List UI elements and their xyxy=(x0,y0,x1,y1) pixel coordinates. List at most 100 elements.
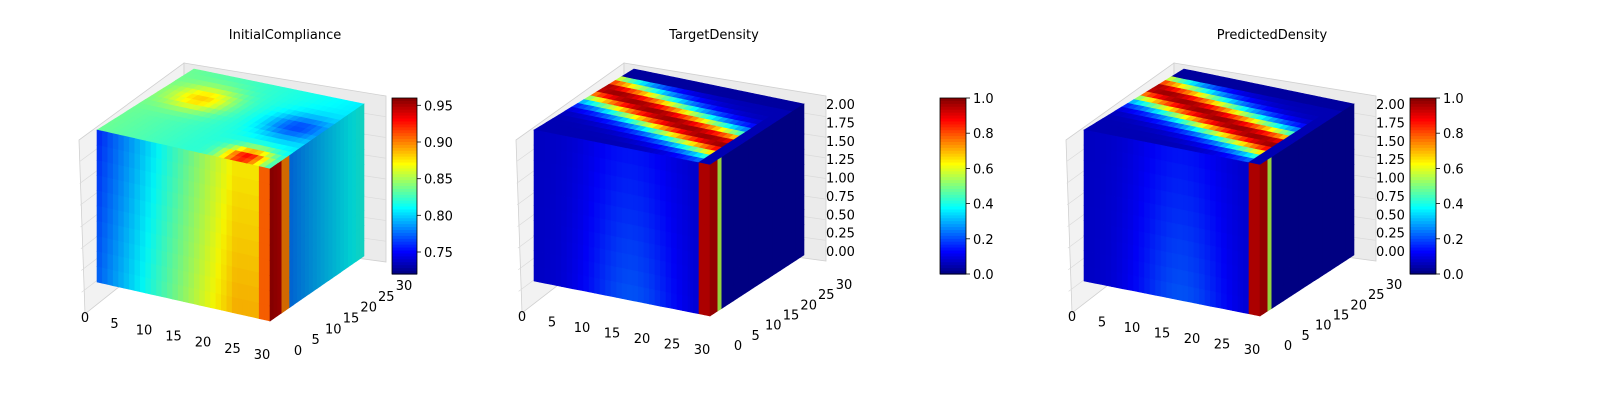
voxel-cell xyxy=(1254,223,1261,241)
voxel-cell xyxy=(1122,212,1129,230)
voxel-cell xyxy=(1302,269,1308,289)
voxel-cell xyxy=(320,191,326,211)
voxel-cell xyxy=(539,130,546,148)
voxel-cell xyxy=(1188,195,1195,213)
cube-front-face xyxy=(533,129,711,317)
voxel-cell xyxy=(717,156,723,176)
voxel-cell xyxy=(1263,174,1269,194)
voxel-cell xyxy=(737,249,742,269)
voxel-cell xyxy=(709,177,715,196)
voxel-cell xyxy=(717,217,723,236)
voxel-cell xyxy=(1322,211,1327,231)
voxel-cell xyxy=(752,149,758,168)
voxel-cell xyxy=(721,184,727,204)
voxel-cell xyxy=(756,252,762,271)
voxel-cell xyxy=(237,282,244,301)
voxel-cell xyxy=(355,106,361,126)
voxel-cell xyxy=(1287,159,1292,178)
voxel-cell xyxy=(1083,220,1090,238)
colorbar-segment xyxy=(940,235,966,240)
voxel-cell xyxy=(791,153,797,173)
voxel-cell xyxy=(344,205,349,225)
voxel-cell xyxy=(1345,151,1351,171)
colorbar-segment xyxy=(392,188,417,193)
voxel-cell xyxy=(1166,161,1173,179)
voxel-cell xyxy=(102,222,109,240)
voxel-cell xyxy=(760,219,766,239)
voxel-cell xyxy=(725,287,730,307)
voxel-cell xyxy=(1310,249,1316,269)
voxel-cell xyxy=(1243,176,1250,194)
voxel-cell xyxy=(351,230,357,250)
voxel-cell xyxy=(791,138,797,158)
voxel-cell xyxy=(1094,146,1101,164)
colorbar-segment xyxy=(1410,191,1436,196)
colorbar-segment xyxy=(392,247,417,252)
voxel-cell xyxy=(328,185,334,205)
voxel-cell xyxy=(1345,211,1351,231)
colorbar: 0.750.800.850.900.95 xyxy=(391,97,453,275)
voxel-cell xyxy=(112,270,119,288)
voxel-cell xyxy=(1310,128,1316,148)
voxel-cell xyxy=(300,159,306,179)
colorbar-segment xyxy=(1410,142,1436,146)
voxel-cell xyxy=(594,141,601,159)
voxel-cell xyxy=(340,147,345,167)
voxel-cell xyxy=(344,251,349,271)
colorbar-segment xyxy=(1410,218,1436,222)
voxel-cell xyxy=(610,160,617,177)
voxel-cell xyxy=(654,168,661,186)
voxel-cell xyxy=(643,287,650,305)
voxel-cell xyxy=(215,278,222,296)
chart-title: InitialCompliance xyxy=(229,28,342,43)
voxel-cell xyxy=(297,192,302,212)
voxel-cell xyxy=(621,222,628,240)
y-tick-label: 10 xyxy=(765,319,782,334)
voxel-cell xyxy=(320,206,326,226)
voxel-cell xyxy=(355,151,361,171)
voxel-cell xyxy=(1237,235,1244,253)
voxel-cell xyxy=(676,218,683,236)
voxel-cell xyxy=(112,163,119,181)
voxel-cell xyxy=(320,221,326,241)
voxel-cell xyxy=(725,197,730,216)
voxel-cell xyxy=(293,179,298,199)
voxel-cell xyxy=(665,291,672,309)
voxel-cell xyxy=(1279,194,1284,214)
voxel-cell xyxy=(172,146,179,164)
voxel-cell xyxy=(1160,265,1167,283)
voxel-cell xyxy=(316,163,322,183)
voxel-cell xyxy=(1083,265,1090,283)
voxel-cell xyxy=(1338,126,1343,145)
voxel-cell xyxy=(355,136,361,156)
colorbar-segment xyxy=(1410,235,1436,240)
colorbar-segment xyxy=(940,133,966,137)
voxel-cell xyxy=(654,229,661,247)
voxel-cell xyxy=(1094,267,1101,285)
cube-top-face xyxy=(96,68,365,170)
colorbar-segment xyxy=(1410,253,1436,257)
voxel-cell xyxy=(787,231,793,251)
voxel-cell xyxy=(632,224,639,242)
voxel-cell xyxy=(709,207,715,226)
voxel-cell xyxy=(324,249,330,269)
colorbar-segment xyxy=(1410,230,1436,234)
voxel-cell xyxy=(277,297,283,317)
voxel-cell xyxy=(555,149,562,167)
voxel-cell xyxy=(756,267,762,287)
voxel-cell xyxy=(1306,267,1312,287)
voxel-cell xyxy=(359,149,365,169)
voxel-cell xyxy=(1182,239,1189,257)
voxel-cell xyxy=(351,154,357,174)
voxel-cell xyxy=(258,227,265,245)
voxel-cell xyxy=(660,260,667,278)
voxel-cell xyxy=(1177,253,1184,271)
voxel-cell xyxy=(269,302,275,322)
colorbar-tick-label: 0.0 xyxy=(1443,268,1464,283)
voxel-cell xyxy=(312,166,318,186)
voxel-cell xyxy=(1127,274,1134,292)
voxel-cell xyxy=(1111,210,1118,228)
x-tick-label: 30 xyxy=(254,348,271,363)
colorbar-segment xyxy=(1410,232,1436,237)
voxel-cell xyxy=(1295,199,1300,219)
